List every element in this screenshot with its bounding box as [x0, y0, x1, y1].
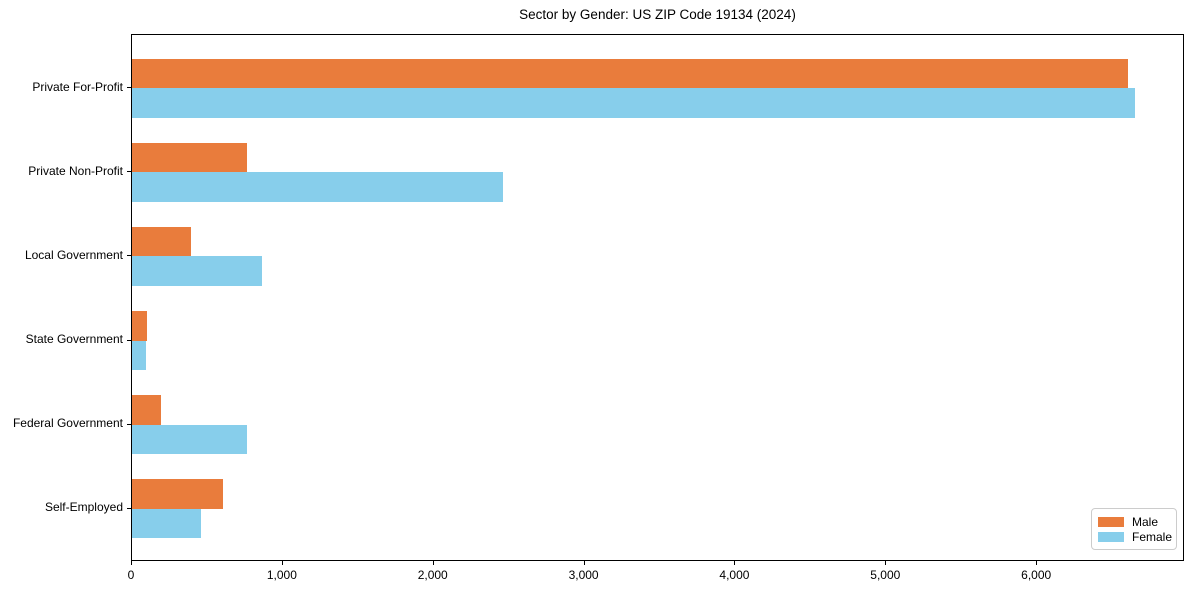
legend: Male Female: [1091, 508, 1177, 550]
y-tick-label-local-government: Local Government: [24, 247, 123, 262]
bar-male-federal-government: [132, 395, 162, 425]
y-tick-label-federal-government: Federal Government: [12, 416, 123, 431]
chart-title: Sector by Gender: US ZIP Code 19134 (202…: [519, 7, 796, 22]
x-tick-label-2000: 2,000: [417, 568, 448, 582]
x-tick-mark: [1036, 561, 1038, 565]
x-tick-label-1000: 1,000: [266, 568, 297, 582]
x-tick-mark: [432, 561, 434, 565]
y-tick-mark: [127, 423, 131, 425]
legend-row-female: Female: [1098, 529, 1172, 544]
legend-row-male: Male: [1098, 514, 1168, 529]
y-tick-mark: [127, 87, 131, 89]
y-tick-label-private-non-profit: Private Non-Profit: [28, 163, 123, 178]
bar-female-private-non-profit: [132, 172, 504, 202]
bar-male-self-employed: [132, 479, 223, 509]
bar-female-private-for-profit: [132, 88, 1136, 118]
y-tick-mark: [127, 339, 131, 341]
x-tick-mark: [131, 561, 132, 565]
bar-male-state-government: [132, 311, 148, 341]
bar-female-state-government: [132, 340, 147, 370]
legend-swatch-female: [1098, 531, 1124, 542]
y-tick-mark: [127, 255, 131, 257]
y-tick-mark: [127, 171, 131, 173]
bar-male-private-non-profit: [132, 143, 247, 173]
bar-female-self-employed: [132, 508, 202, 539]
x-tick-label-0: 0: [127, 568, 135, 582]
legend-swatch-male: [1098, 516, 1124, 527]
y-tick-label-self-employed: Self-Employed: [44, 500, 123, 515]
legend-label-male: Male: [1132, 514, 1159, 529]
y-tick-label-state-government: State Government: [25, 332, 123, 347]
x-tick-mark: [281, 561, 283, 565]
bar-male-local-government: [132, 227, 191, 257]
x-tick-label-3000: 3,000: [568, 568, 599, 582]
x-tick-label-5000: 5,000: [870, 568, 901, 582]
x-tick-label-4000: 4,000: [719, 568, 750, 582]
bar-female-local-government: [132, 256, 262, 286]
plot-area: [131, 34, 1184, 561]
y-tick-mark: [127, 507, 131, 509]
legend-label-female: Female: [1132, 529, 1173, 544]
x-tick-label-6000: 6,000: [1021, 568, 1052, 582]
x-tick-mark: [583, 561, 585, 565]
x-tick-mark: [734, 561, 736, 565]
x-tick-mark: [885, 561, 887, 565]
bar-female-federal-government: [132, 424, 247, 454]
y-tick-label-private-for-profit: Private For-Profit: [32, 79, 123, 94]
bar-male-private-for-profit: [132, 58, 1128, 89]
